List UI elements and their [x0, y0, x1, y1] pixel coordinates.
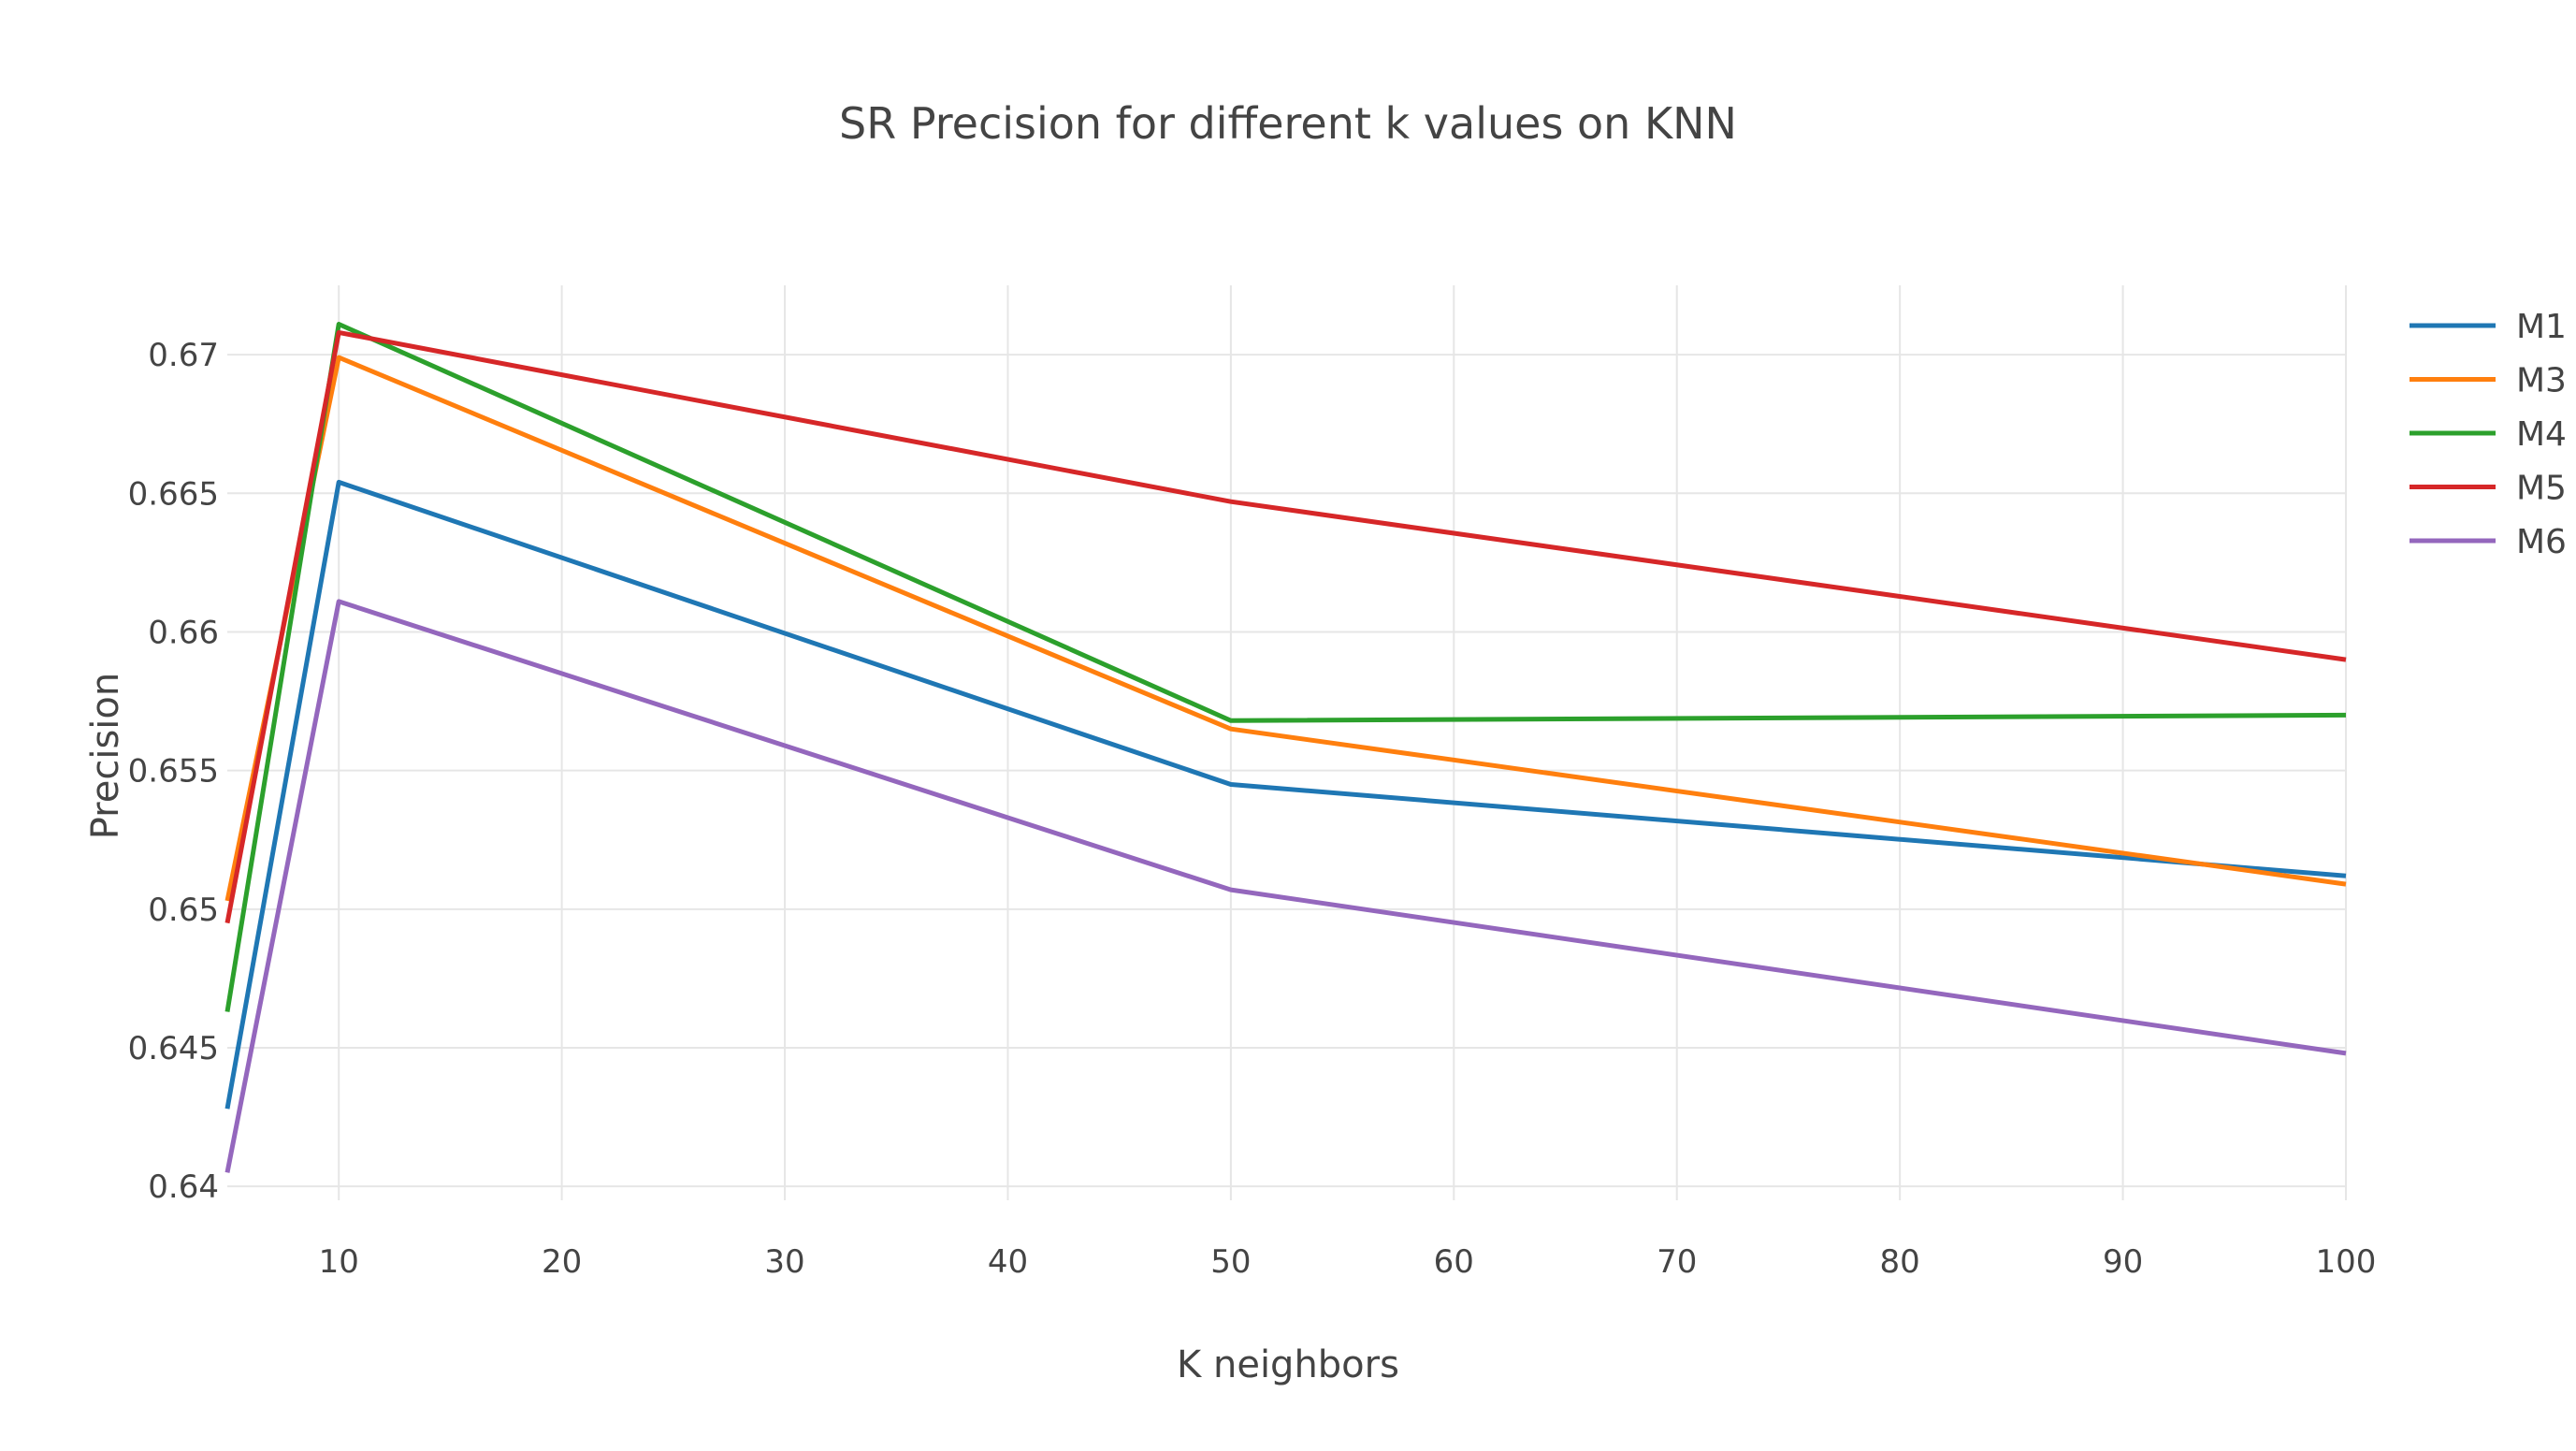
y-tick-label: 0.65: [148, 892, 219, 929]
series-line-m6: [224, 599, 2347, 1173]
x-tick-label: 10: [319, 1243, 359, 1281]
x-tick-label: 70: [1657, 1243, 1697, 1281]
y-tick-label: 0.665: [128, 475, 219, 513]
legend[interactable]: M1 M3 M4 M5 M6: [2410, 308, 2567, 561]
x-tick-label: 50: [1210, 1243, 1251, 1281]
x-tick-label: 20: [542, 1243, 582, 1281]
legend-label: M3: [2516, 362, 2567, 400]
x-tick-label: 30: [764, 1243, 804, 1281]
legend-label: M4: [2516, 415, 2567, 454]
legend-item-m1[interactable]: M1: [2410, 308, 2567, 346]
series-line-m3: [224, 355, 2347, 902]
series-line-m4: [224, 322, 2347, 1012]
y-tick-label: 0.64: [148, 1168, 219, 1206]
series-line-m5: [224, 329, 2347, 924]
legend-item-m5[interactable]: M5: [2410, 470, 2567, 508]
legend-label: M1: [2516, 308, 2567, 346]
legend-label: M6: [2516, 523, 2567, 561]
y-tick-label: 0.655: [128, 753, 219, 791]
x-axis-ticks: 10 20 30 40 50 60 70 80 90 100: [319, 1243, 2377, 1281]
y-tick-label: 0.66: [148, 614, 219, 651]
x-tick-label: 100: [2316, 1243, 2377, 1281]
series-line-m1: [224, 479, 2347, 1110]
y-axis-title: Precision: [84, 673, 127, 839]
x-tick-label: 60: [1434, 1243, 1474, 1281]
legend-item-m4[interactable]: M4: [2410, 415, 2567, 454]
series-lines: [224, 322, 2347, 1173]
x-tick-label: 80: [1880, 1243, 1920, 1281]
y-axis-ticks: 0.64 0.645 0.65 0.655 0.66 0.665 0.67: [128, 337, 219, 1206]
grid: [227, 285, 2347, 1200]
legend-label: M5: [2516, 470, 2567, 508]
legend-item-m3[interactable]: M3: [2410, 362, 2567, 400]
x-axis-title: K neighbors: [1177, 1343, 1399, 1386]
y-tick-label: 0.645: [128, 1030, 219, 1067]
legend-item-m6[interactable]: M6: [2410, 523, 2567, 561]
y-tick-label: 0.67: [148, 337, 219, 374]
x-tick-label: 40: [988, 1243, 1028, 1281]
x-tick-label: 90: [2103, 1243, 2143, 1281]
chart-title: SR Precision for different k values on K…: [839, 98, 1737, 149]
